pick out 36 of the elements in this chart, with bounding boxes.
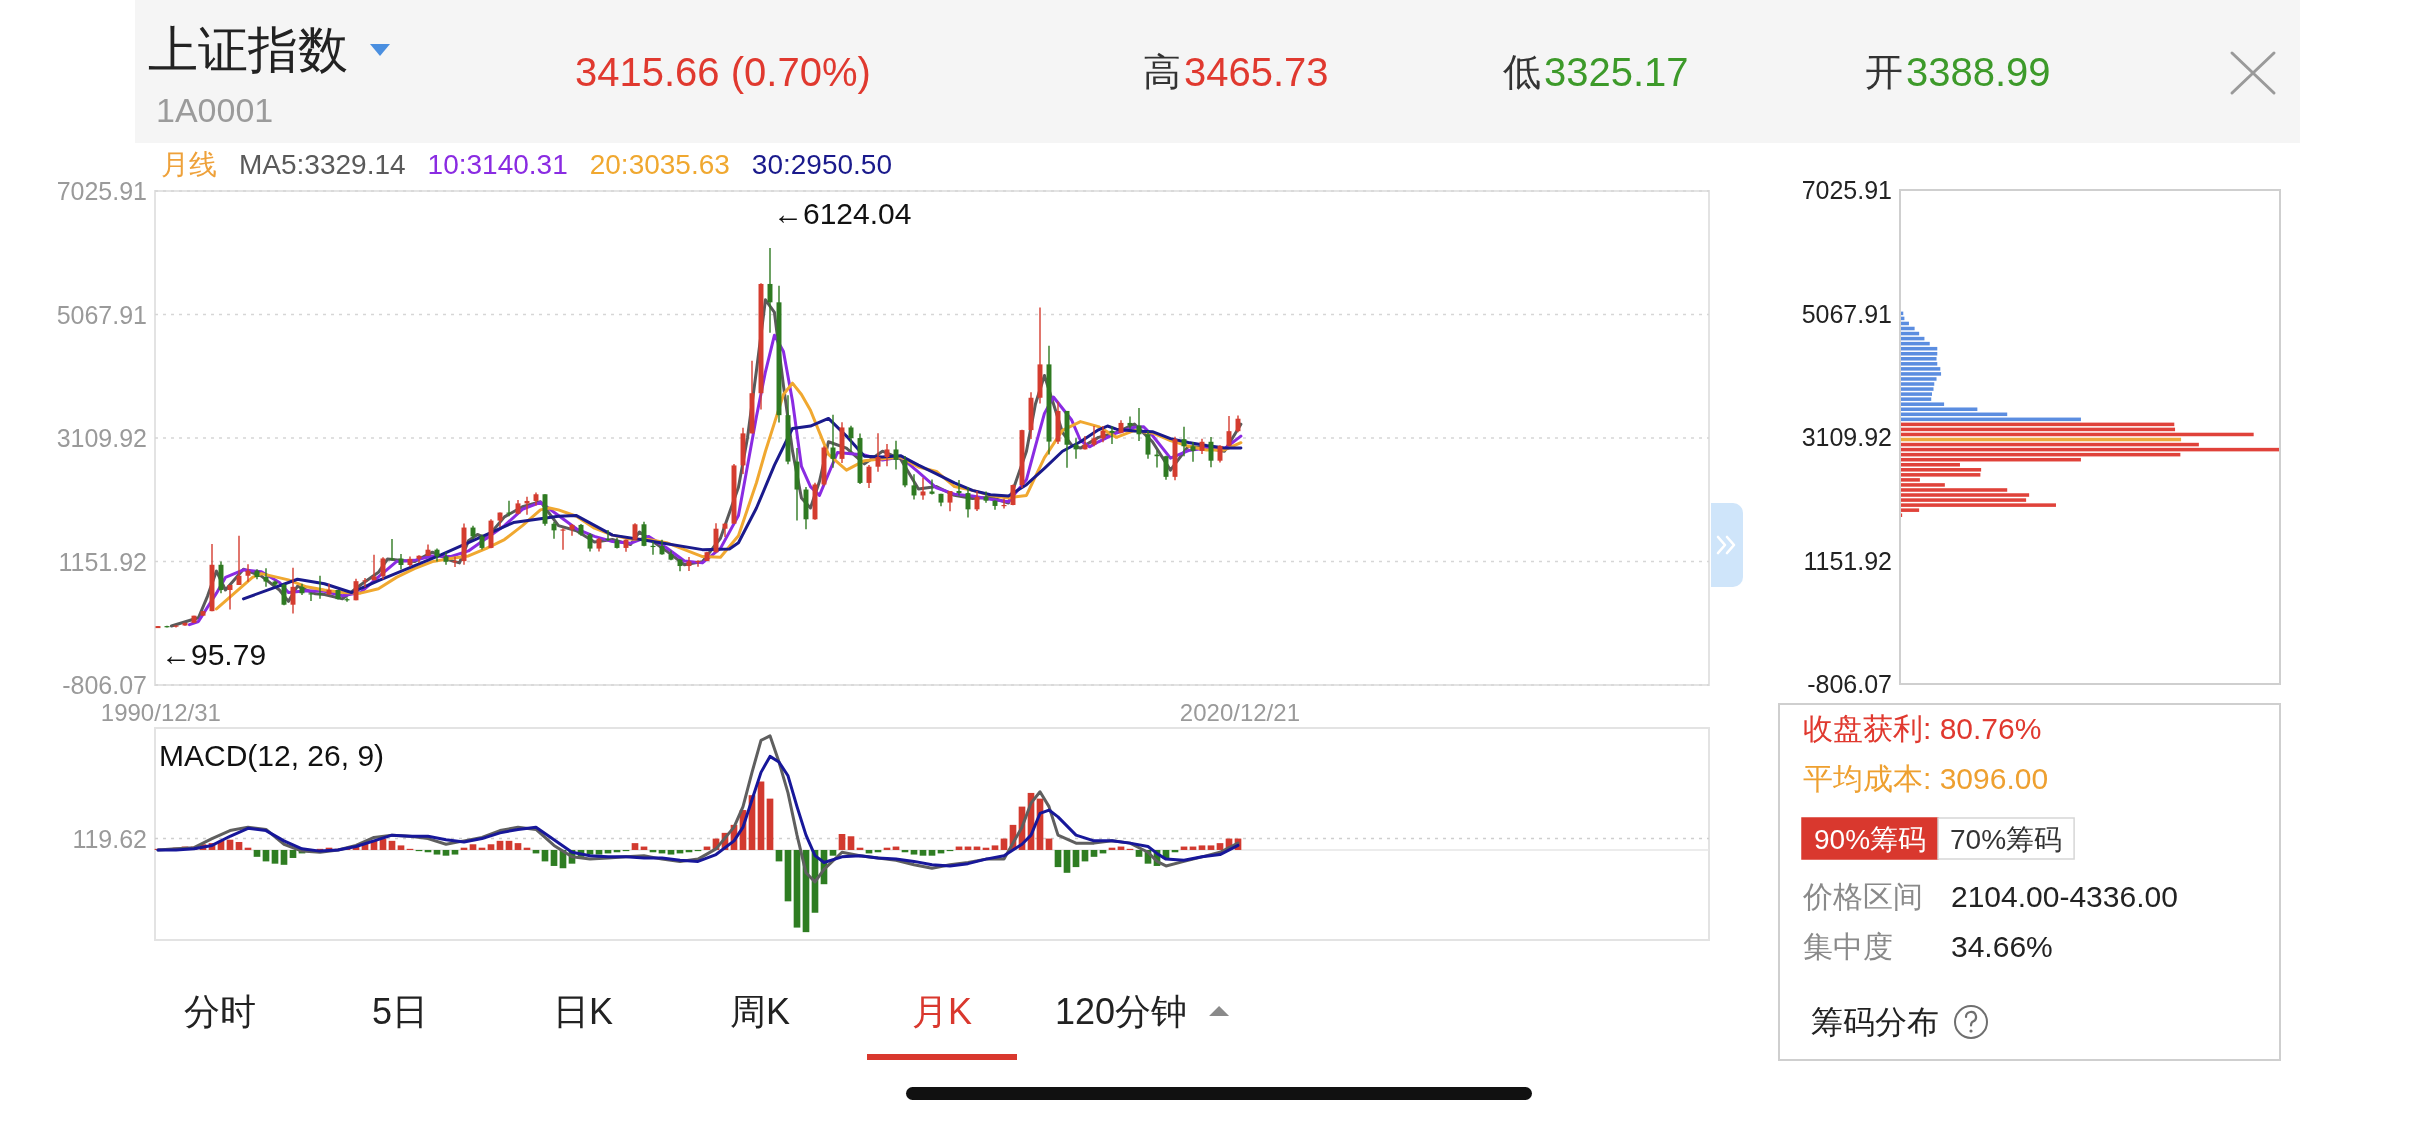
text: 119.62: [72, 824, 147, 853]
text: 周K: [729, 990, 791, 1032]
text: 上证指数: [148, 22, 348, 78]
text: 日K: [552, 990, 614, 1032]
y-tick-label: -806.07: [62, 671, 147, 699]
y-tick-label: 7025.91: [56, 177, 147, 205]
y-tick-label: 1151.92: [1803, 546, 1892, 575]
y-tick-label: 5067.91: [1801, 299, 1892, 328]
text: 低3325.17: [1503, 50, 1689, 94]
text: 月K: [911, 990, 973, 1032]
text: 高3465.73: [1143, 50, 1329, 94]
button: 90%筹码: [1801, 817, 1939, 860]
y-tick-label: -806.07: [1807, 670, 1892, 698]
annotation: ←95.79: [161, 637, 267, 671]
text: 分时: [184, 990, 256, 1032]
text: 平均成本: 3096.00: [1803, 761, 2049, 795]
y-tick-label: 5067.91: [56, 300, 147, 329]
text: 价格区间 2104.00-4336.00: [1802, 879, 2178, 913]
text: 3415.66 (0.70%): [575, 50, 871, 94]
y-tick-label: 3109.92: [56, 424, 147, 452]
x-tick-label: 1990/12/31: [100, 698, 221, 726]
text: 开3388.99: [1865, 50, 2051, 94]
x-tick-label: 2020/12/21: [1179, 698, 1300, 726]
text: 收盘获利: 80.76%: [1803, 711, 2042, 745]
y-tick-label: 3109.92: [1801, 423, 1892, 451]
button: 70%筹码: [1937, 817, 2075, 860]
text: 筹码分布: [1811, 1004, 1939, 1040]
chart-title: MACD(12, 26, 9): [159, 738, 385, 772]
text: 集中度 34.66%: [1803, 929, 2053, 963]
text: 120分钟: [1054, 990, 1188, 1032]
legend: 月线 MA5:3329.14 10:3140.31 20:3035.63 30:2950.50: [161, 148, 892, 180]
text: 1A0001: [156, 91, 274, 129]
annotation: ←6124.04: [773, 197, 912, 231]
y-tick-label: 7025.91: [1801, 176, 1892, 204]
text: 5日: [371, 990, 429, 1032]
y-tick-label: 1151.92: [58, 547, 147, 576]
